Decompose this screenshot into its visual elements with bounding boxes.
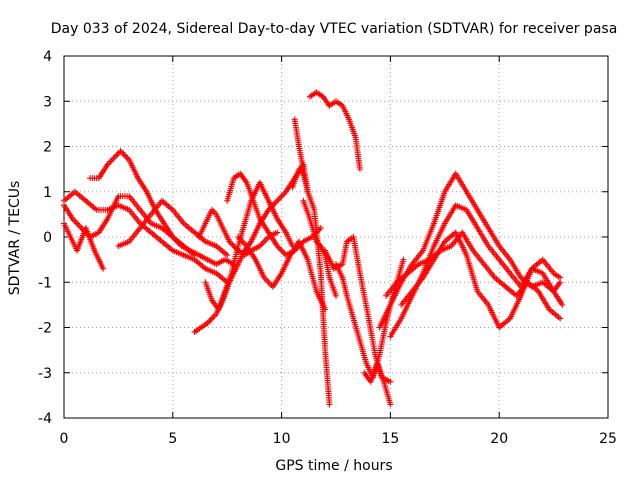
x-tick-label: 20 [490,431,508,447]
data-point [326,401,333,408]
data-point [300,166,307,173]
data-point [557,315,564,322]
x-tick-label: 0 [60,431,69,447]
data-point-dense [264,277,271,284]
y-axis-label: SDTVAR / TECUs [7,181,23,296]
data-point-dense [123,154,130,161]
data-point-dense [110,155,117,162]
data-point [333,292,339,299]
series-track-13 [300,197,339,299]
series-track-4 [61,188,231,286]
data-point-dense [108,157,115,164]
y-tick-label: 3 [43,94,52,110]
y-tick-label: 4 [43,49,52,65]
y-tick-label: -1 [38,275,52,291]
data-point [557,274,564,281]
y-tick-label: 1 [43,185,52,201]
data-point-dense [278,247,285,254]
x-tick-label: 10 [273,431,291,447]
data-point-dense [259,240,266,247]
series-track-1 [61,220,107,272]
series-track-7 [195,206,281,259]
data-point-dense [75,221,82,228]
y-tick-label: -2 [38,321,52,337]
data-point [274,197,281,204]
data-point-dense [107,158,114,165]
data-point [559,301,566,308]
data-point-dense [280,191,287,198]
data-point-dense [277,246,284,253]
series-track-5 [115,197,231,259]
series-track-21 [398,229,564,331]
series-track-2 [61,193,198,259]
series-track-3 [87,148,237,268]
series-track-18 [376,170,564,331]
data-point-dense [72,218,79,225]
data-point [224,252,231,259]
y-tick-label: -4 [38,411,52,427]
x-tick-label: 5 [168,431,177,447]
series-track-17 [361,360,394,408]
data-point-dense [240,240,247,247]
data-point-dense [210,313,217,320]
series-track-12 [291,116,307,173]
grid-layer [64,56,608,418]
data-point-dense [277,194,284,201]
data-points [61,89,566,408]
x-axis-label: GPS time / hours [275,458,392,474]
data-point-dense [119,149,126,156]
data-point [274,229,281,236]
y-tick-label: -3 [38,366,52,382]
data-point-dense [120,151,127,158]
series-track-15 [322,234,394,385]
data-point-dense [278,193,285,200]
data-point [387,401,394,408]
data-point [317,224,324,231]
data-point-dense [275,196,282,203]
data-point-dense [74,220,81,227]
axis-layer: 0 5 10 15 20 25 -4 -3 -2 -1 0 1 2 3 4 [38,49,617,447]
data-point [113,152,120,159]
series-track-11 [289,166,333,408]
data-point-dense [111,154,118,161]
data-point [400,256,407,263]
data-point-dense [272,199,279,206]
data-point-dense [261,238,268,245]
x-tick-label: 25 [599,431,617,447]
data-point-dense [262,237,269,244]
data-point [100,265,107,272]
data-point-dense [208,315,215,322]
data-point-dense [76,223,83,230]
data-point [356,166,363,173]
data-point-dense [121,152,128,159]
series-track-14 [306,89,363,173]
data-point-dense [265,279,272,286]
x-tick-label: 15 [381,431,399,447]
data-point [117,148,124,155]
data-point-dense [114,151,121,158]
chart-title: Day 033 of 2024, Sidereal Day-to-day VTE… [51,21,618,37]
data-point-dense [229,241,236,248]
y-tick-label: 2 [43,140,52,156]
y-tick-label: 0 [43,230,52,246]
data-point [387,378,394,385]
data-point-dense [207,316,214,323]
